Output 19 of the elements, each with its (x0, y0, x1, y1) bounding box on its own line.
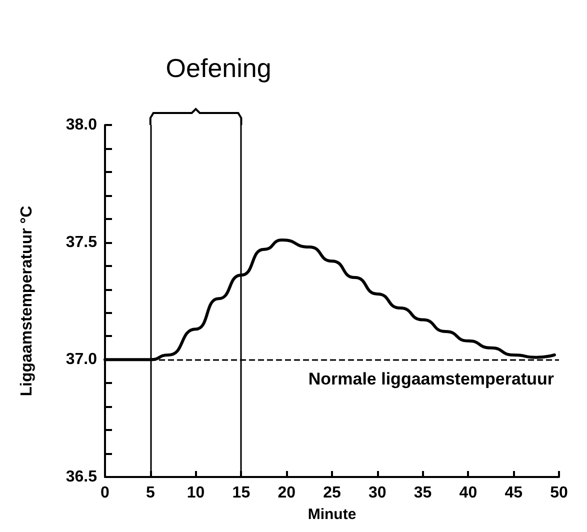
y-tick-label: 36.5 (66, 468, 98, 486)
x-tick-label: 5 (146, 484, 155, 502)
x-tick-label: 35 (414, 484, 432, 502)
x-axis-title: Minute (308, 506, 356, 523)
x-tick-label: 15 (232, 484, 250, 502)
x-tick-label: 50 (550, 484, 568, 502)
text: Oefening (166, 53, 272, 83)
y-tick-label: 37.5 (66, 234, 98, 251)
x-tick-label: 40 (459, 484, 478, 502)
y-tick-label: 37.0 (66, 351, 98, 368)
ref-line-label: Normale liggaamstemperatuur (308, 370, 554, 389)
x-tick-label: 45 (504, 484, 523, 502)
x-tick-label: 25 (323, 484, 341, 502)
x-tick-label: 0 (100, 484, 110, 502)
x-tick-label: 30 (368, 484, 386, 502)
y-axis-title: Liggaamstemperatuur °C (18, 205, 36, 396)
y-tick-label: 38.0 (66, 116, 98, 134)
x-tick-label: 20 (278, 484, 296, 502)
x-tick-label: 10 (186, 484, 205, 502)
